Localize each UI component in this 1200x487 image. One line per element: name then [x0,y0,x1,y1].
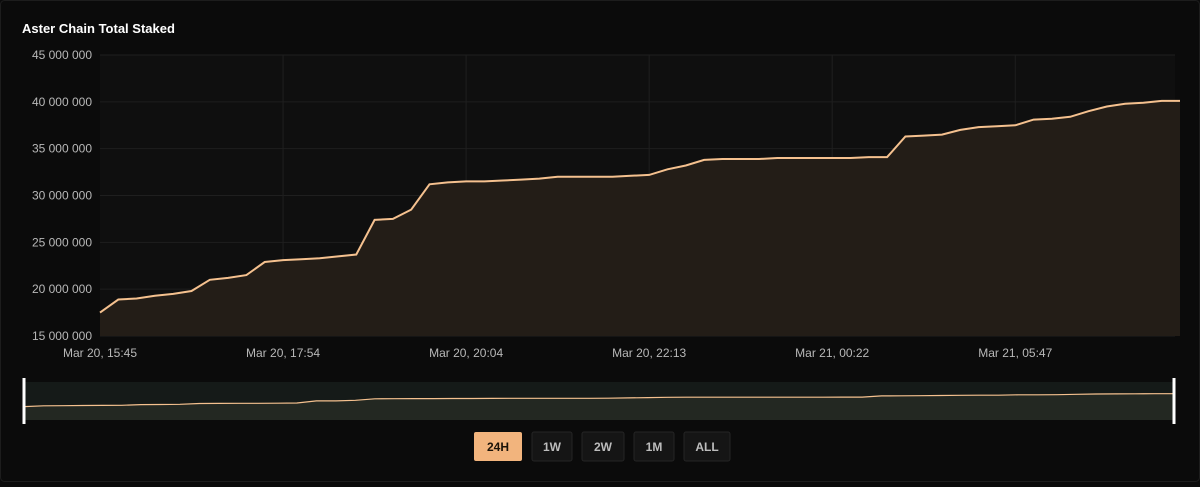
y-tick-label: 20 000 000 [32,282,92,296]
range-button[interactable]: 1W [531,431,573,462]
range-button-label: 1M [646,440,663,454]
range-button-bg [581,431,625,462]
range-button-bg [531,431,573,462]
navigator-area [24,393,1174,420]
y-tick-label: 25 000 000 [32,235,92,249]
y-tick-label: 30 000 000 [32,189,92,203]
navigator-line [23,393,1174,408]
x-tick-label: Mar 20, 17:54 [246,346,320,360]
range-button-label: ALL [695,440,718,454]
y-tick-label: 45 000 000 [32,48,92,62]
range-button[interactable]: ALL [683,431,731,462]
y-tick-label: 15 000 000 [32,329,92,343]
x-tick-label: Mar 20, 20:04 [429,346,503,360]
y-tick-label: 35 000 000 [32,142,92,156]
area-fill [100,100,1180,337]
range-button-bg [474,432,522,461]
range-button[interactable]: 2W [581,431,625,462]
x-tick-label: Mar 20, 22:13 [612,346,686,360]
chart-title: Aster Chain Total Staked [22,21,175,36]
x-tick-label: Mar 21, 00:22 [795,346,869,360]
range-button[interactable]: 1M [633,431,675,462]
range-button-bg [683,431,731,462]
range-button-label: 1W [543,440,562,454]
range-button-label: 24H [487,440,509,454]
range-button-bg [633,431,675,462]
y-tick-label: 40 000 000 [32,95,92,109]
range-button[interactable]: 24H [474,432,522,461]
x-tick-label: Mar 20, 15:45 [63,346,137,360]
line [99,99,1180,314]
range-button-label: 2W [594,440,613,454]
x-tick-label: Mar 21, 05:47 [978,346,1052,360]
